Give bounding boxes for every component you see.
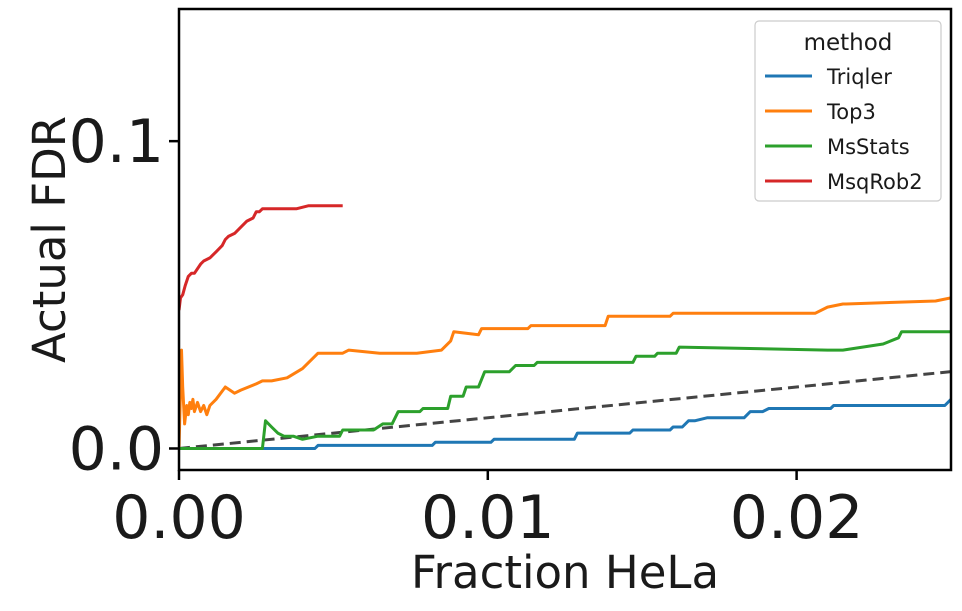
legend-label-triqler: Triqler — [826, 65, 892, 89]
axis-ticks: 0.00 0.01 0.02 0.0 0.1 — [69, 107, 864, 553]
x-tick-label: 0.00 — [112, 483, 246, 553]
series-layer — [179, 204, 951, 450]
x-tick-label: 0.02 — [730, 483, 864, 553]
legend-label-msqrob2: MsqRob2 — [827, 170, 923, 194]
legend-items: Triqler Top3 MsStats MsqRob2 — [765, 65, 923, 194]
reference-diagonal-line — [179, 370, 951, 450]
y-tick-label: 0.0 — [69, 414, 164, 484]
series-line-msqrob2 — [179, 204, 343, 311]
legend-title: method — [804, 30, 893, 56]
legend-label-top3: Top3 — [826, 100, 876, 124]
series-line-top3 — [179, 296, 951, 449]
y-axis-label: Actual FDR — [23, 116, 76, 363]
reference-line-layer — [179, 370, 951, 450]
x-axis-label: Fraction HeLa — [411, 546, 719, 599]
x-tick-label: 0.01 — [421, 483, 555, 553]
y-tick-label: 0.1 — [69, 107, 164, 177]
plot-area-frame — [177, 7, 953, 472]
legend-label-msstats: MsStats — [827, 135, 910, 159]
series-line-triqler — [179, 398, 951, 450]
series-line-msstats — [179, 330, 951, 450]
legend: method Triqler Top3 MsStats MsqRob2 — [754, 20, 942, 202]
legend-box — [754, 20, 942, 202]
